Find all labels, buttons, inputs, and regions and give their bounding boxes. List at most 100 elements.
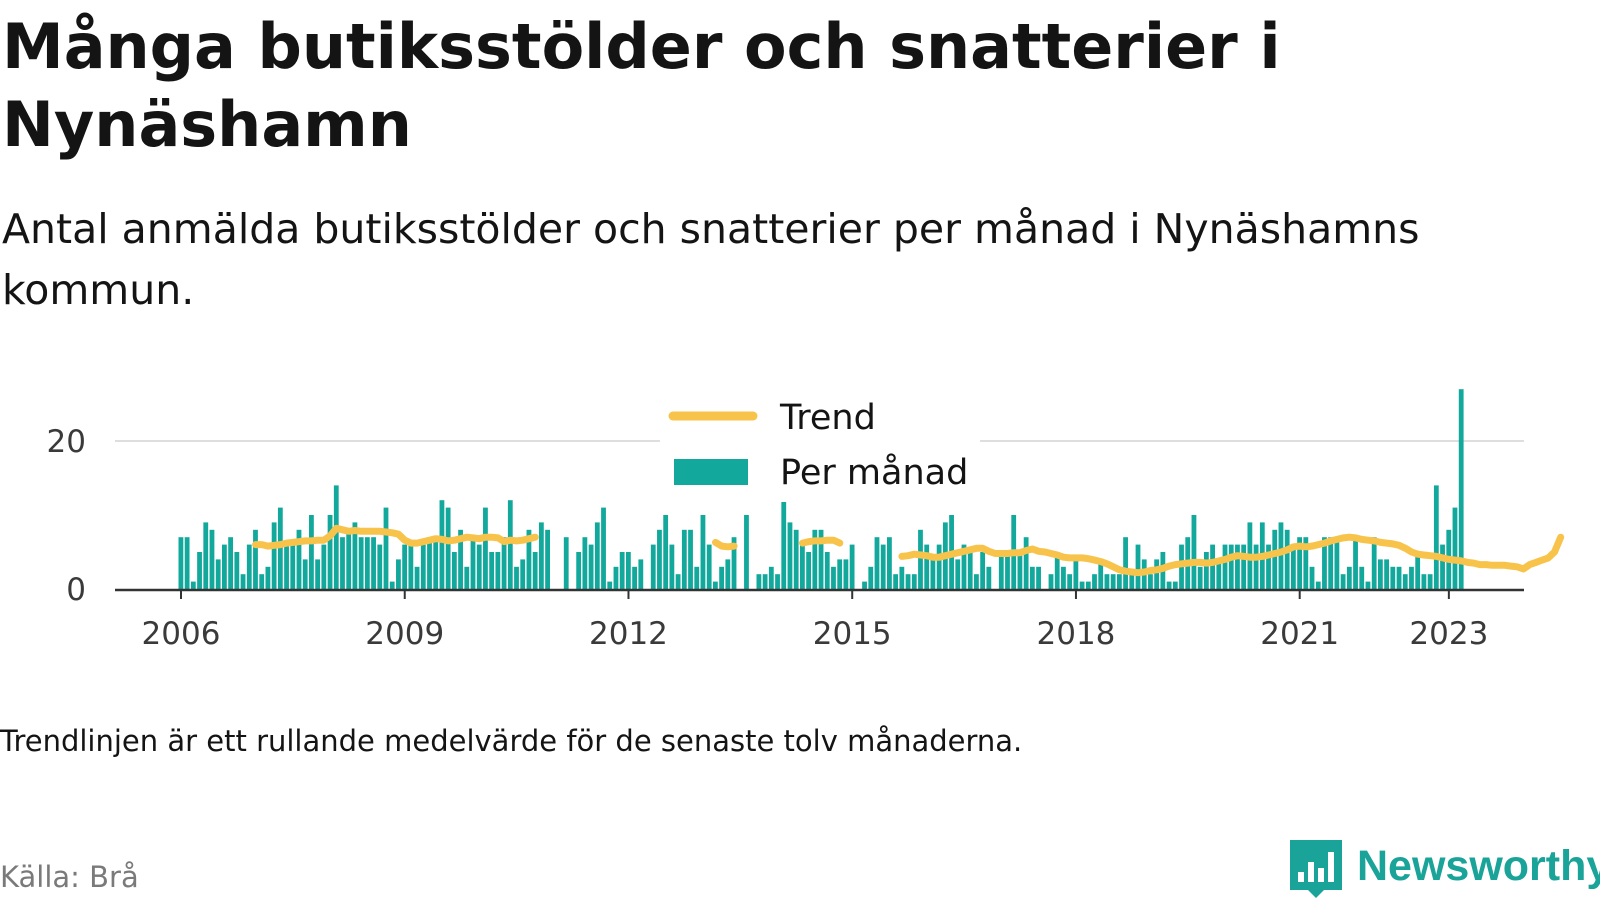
bar xyxy=(1023,537,1029,589)
bar xyxy=(520,559,526,589)
bar xyxy=(893,574,899,589)
bar xyxy=(333,485,339,589)
bar xyxy=(1067,574,1073,589)
bar xyxy=(402,544,408,589)
bar xyxy=(1396,566,1402,589)
bar xyxy=(1421,574,1427,589)
x-tick-label: 2018 xyxy=(1037,616,1116,652)
bar xyxy=(1154,559,1160,589)
bar xyxy=(309,515,314,589)
bar xyxy=(694,566,700,589)
bar xyxy=(420,544,426,589)
bar xyxy=(905,574,911,589)
bar xyxy=(862,581,867,589)
bar xyxy=(918,529,923,589)
bar xyxy=(377,544,383,589)
bar xyxy=(1110,574,1116,589)
bar xyxy=(470,537,476,589)
bar xyxy=(1440,544,1445,589)
bar-chart: 2006 2009 2012 2015 2018 2021 2023 0 20 Trend P… xyxy=(47,389,1565,652)
bar xyxy=(364,537,370,589)
bar xyxy=(762,574,768,589)
bar xyxy=(594,522,600,589)
bar xyxy=(1054,552,1060,589)
bar xyxy=(414,566,420,589)
bar xyxy=(458,529,463,589)
bar xyxy=(706,544,712,589)
bar xyxy=(632,566,637,589)
bar xyxy=(974,574,979,589)
bar xyxy=(831,566,836,589)
bar xyxy=(296,529,302,589)
bar xyxy=(383,507,389,589)
bar xyxy=(1377,559,1383,589)
bar xyxy=(1272,529,1278,589)
trend-segment xyxy=(898,533,1565,577)
trend-line xyxy=(252,524,1565,577)
bar xyxy=(489,552,495,589)
bar xyxy=(1048,574,1054,589)
bar xyxy=(1116,574,1122,589)
bar xyxy=(1334,537,1340,589)
bar xyxy=(1346,566,1352,589)
bar xyxy=(1129,574,1135,589)
bar xyxy=(1005,552,1010,589)
bar xyxy=(1433,485,1439,589)
bar xyxy=(259,574,265,589)
bar xyxy=(800,544,805,589)
bar xyxy=(911,574,917,589)
bar xyxy=(998,552,1004,589)
source-text: Källa: Brå xyxy=(0,860,139,894)
bar xyxy=(1135,544,1141,589)
bar xyxy=(638,559,644,589)
bar xyxy=(1315,581,1321,589)
bar xyxy=(607,581,613,589)
bar xyxy=(346,529,352,589)
bar xyxy=(1353,537,1358,589)
bar xyxy=(700,515,706,589)
bar xyxy=(445,507,451,589)
bar xyxy=(302,559,308,589)
bar xyxy=(1328,537,1334,589)
bar xyxy=(955,559,961,589)
bar xyxy=(1278,522,1284,589)
bar xyxy=(1458,389,1464,589)
bar xyxy=(240,574,246,589)
bar xyxy=(271,522,277,589)
bar xyxy=(924,544,930,589)
bar xyxy=(209,529,215,589)
bar xyxy=(824,552,830,589)
bar xyxy=(1073,559,1079,589)
bar xyxy=(1197,566,1203,589)
bar xyxy=(197,552,202,589)
bar xyxy=(1402,574,1408,589)
bar xyxy=(1284,529,1290,589)
bar xyxy=(277,507,283,589)
bar xyxy=(396,559,401,589)
bar xyxy=(930,559,936,589)
bar xyxy=(1104,574,1110,589)
bar xyxy=(980,552,986,589)
bar xyxy=(178,537,184,589)
bar xyxy=(961,544,967,589)
y-tick-label: 0 xyxy=(66,572,86,608)
legend-bar-swatch xyxy=(674,459,748,485)
bar xyxy=(327,515,333,589)
bar xyxy=(775,574,780,589)
bar xyxy=(1415,552,1421,589)
bar xyxy=(681,529,687,589)
bar xyxy=(1322,537,1327,589)
bar xyxy=(545,529,550,589)
bar xyxy=(284,544,289,589)
bar xyxy=(793,529,799,589)
bar xyxy=(371,537,376,589)
bar xyxy=(501,537,507,589)
x-tick-label: 2021 xyxy=(1260,616,1339,652)
bar xyxy=(1340,574,1346,589)
y-tick-label: 20 xyxy=(47,424,86,460)
x-tick-label: 2006 xyxy=(142,616,221,652)
bar xyxy=(650,544,656,589)
legend-trend-label: Trend xyxy=(779,398,876,438)
bar xyxy=(514,566,519,589)
bar xyxy=(843,559,849,589)
